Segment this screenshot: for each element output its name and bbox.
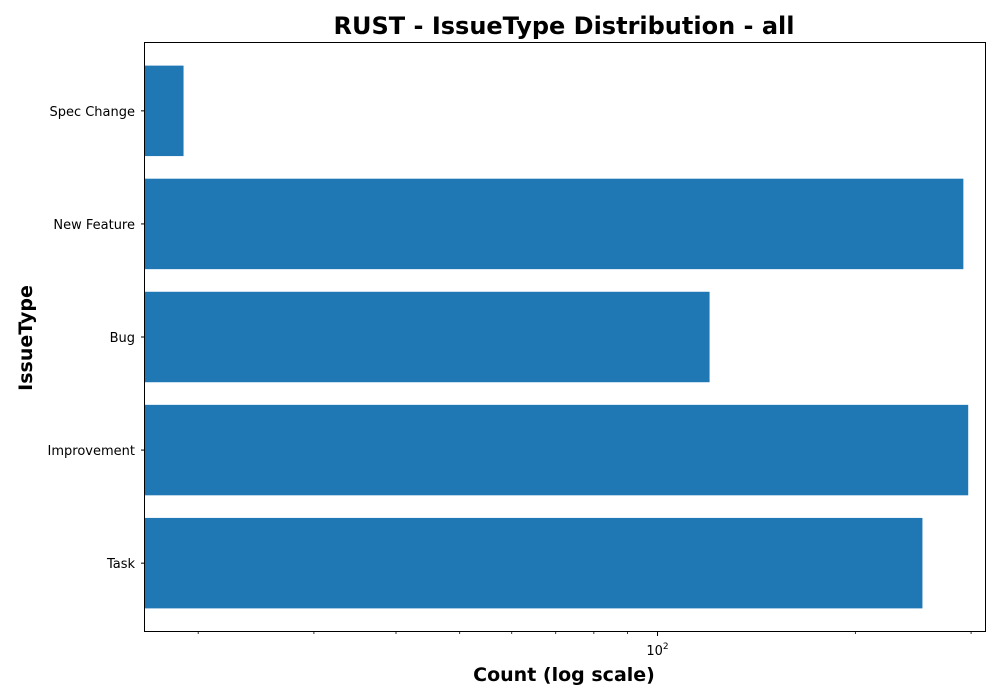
y-axis-ticks: Task Improvement Bug New Feature Spec Change (48, 105, 145, 572)
bar-improvement (145, 404, 969, 496)
y-tick-label-task: Task (106, 557, 136, 572)
y-tick-label-spec-change: Spec Change (49, 105, 135, 120)
y-tick-label-improvement: Improvement (48, 444, 135, 459)
y-tick-label-bug: Bug (110, 331, 135, 346)
bar-new-feature (145, 178, 964, 270)
x-tick-label: 102 (646, 642, 668, 659)
x-axis-ticks: 102 (197, 631, 972, 659)
chart-title: RUST - IssueType Distribution - all (334, 12, 795, 40)
y-axis-label: IssueType (15, 285, 37, 391)
plot-area-frame (144, 42, 986, 632)
bar-bug (145, 291, 710, 383)
x-axis-label: Count (log scale) (473, 664, 655, 686)
bar-spec-change (145, 65, 184, 157)
bar-task (145, 517, 923, 609)
bars-layer (145, 65, 969, 609)
y-tick-label-new-feature: New Feature (53, 218, 135, 233)
